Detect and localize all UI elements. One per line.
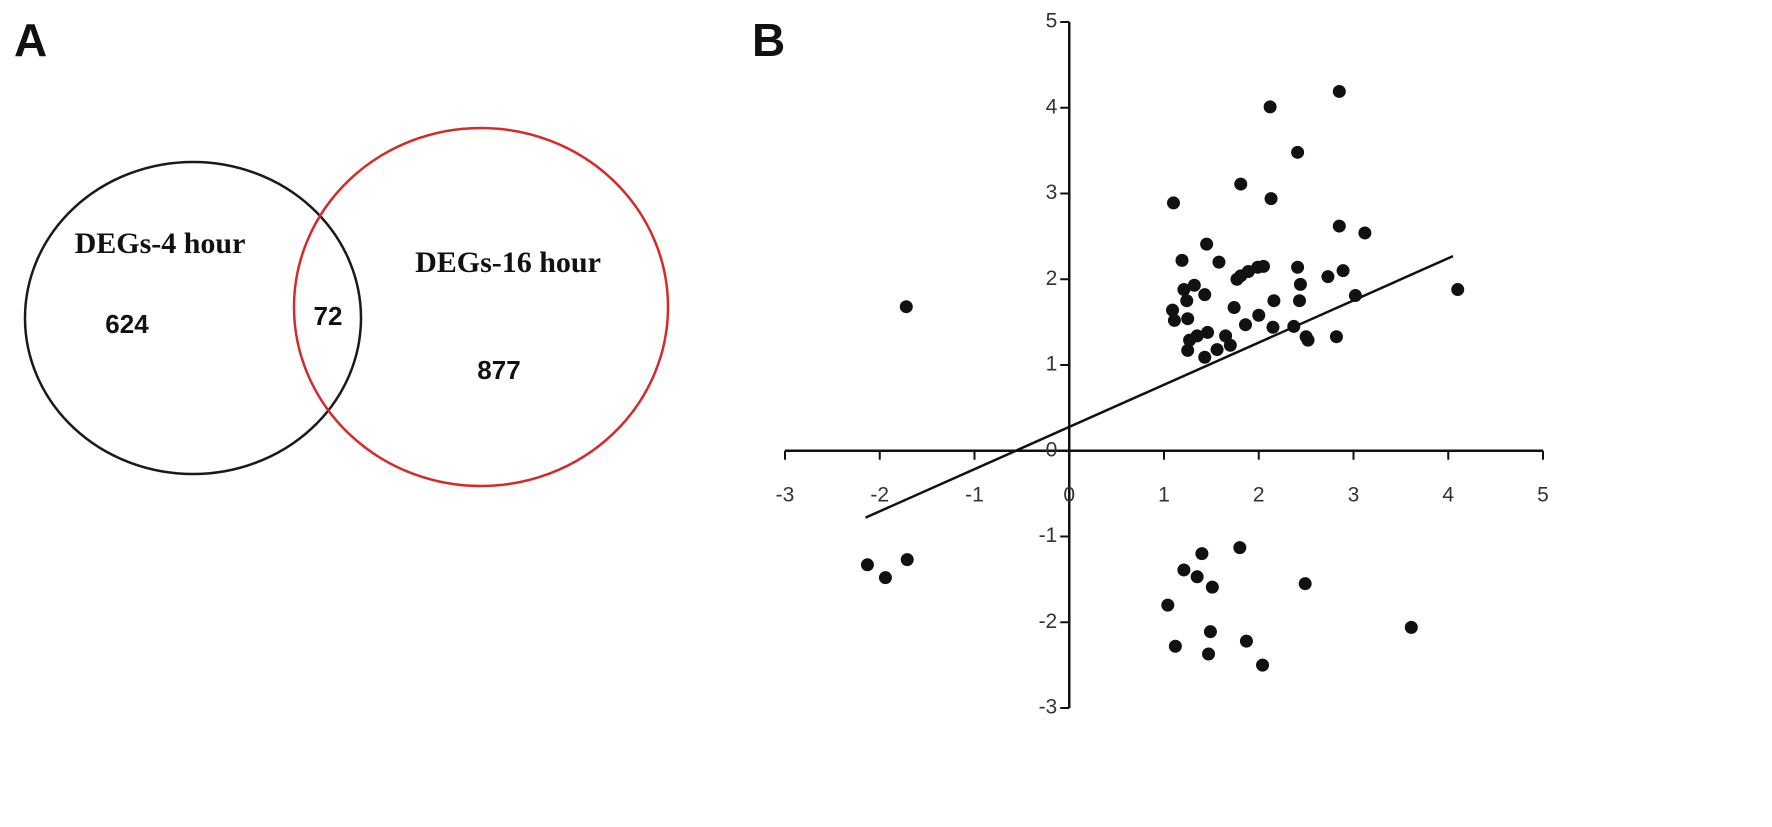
point — [1210, 343, 1224, 357]
point — [1198, 350, 1212, 364]
point — [1212, 255, 1226, 269]
trend-line — [865, 254, 1454, 519]
set-circle — [292, 126, 670, 488]
panel-label: B — [752, 14, 785, 66]
point — [1238, 318, 1252, 332]
x-tick-label: 1 — [1158, 483, 1170, 506]
point — [1161, 598, 1175, 612]
y-tick-label: -1 — [1039, 524, 1058, 547]
set-label: DEGs-4 hour — [75, 227, 246, 260]
point — [1200, 237, 1214, 251]
region-count: 624 — [105, 309, 149, 339]
point — [1263, 100, 1277, 114]
point — [1227, 301, 1241, 315]
point — [1198, 288, 1212, 302]
point — [1451, 283, 1465, 297]
point — [1332, 219, 1346, 233]
point — [1336, 264, 1350, 278]
point — [1291, 260, 1305, 274]
point — [1175, 253, 1189, 267]
y-tick-label: 3 — [1046, 181, 1058, 204]
x-tick-label: 3 — [1348, 483, 1360, 506]
region-count: 877 — [477, 355, 520, 385]
y-tick-label: -3 — [1039, 696, 1058, 719]
point — [1267, 294, 1281, 308]
point — [1329, 330, 1343, 344]
set-circle — [23, 160, 363, 476]
x-tick-label: 0 — [1063, 483, 1075, 506]
point — [1239, 634, 1253, 648]
point — [1195, 547, 1209, 561]
point — [1264, 192, 1278, 206]
point — [1233, 541, 1247, 555]
point — [1256, 658, 1270, 672]
set-label: DEGs-16 hour — [415, 246, 601, 279]
x-tick-label: -3 — [776, 483, 795, 506]
y-tick-label: 4 — [1046, 95, 1058, 118]
point — [1404, 620, 1418, 634]
point — [1167, 313, 1181, 327]
point — [1187, 278, 1201, 292]
point — [1291, 145, 1305, 159]
point — [1299, 330, 1313, 344]
point — [1256, 259, 1270, 273]
point — [1168, 639, 1182, 653]
point — [1266, 320, 1280, 334]
point — [860, 558, 874, 572]
point — [878, 571, 892, 585]
y-tick-label: 1 — [1046, 353, 1058, 376]
point — [1348, 289, 1362, 303]
y-tick-label: 2 — [1046, 267, 1058, 290]
point — [1190, 570, 1204, 584]
point — [1298, 577, 1312, 591]
point — [1190, 329, 1204, 343]
panel-label: A — [14, 14, 47, 66]
x-tick-label: 4 — [1442, 483, 1454, 506]
point — [1203, 625, 1217, 639]
point — [1321, 270, 1335, 284]
x-tick-label: -1 — [965, 483, 984, 506]
point — [1177, 283, 1191, 297]
point — [1180, 294, 1194, 308]
point — [1177, 563, 1191, 577]
point — [1201, 325, 1215, 339]
point — [1287, 319, 1301, 333]
y-tick-label: 0 — [1046, 438, 1058, 461]
point — [1202, 647, 1216, 661]
point — [900, 553, 914, 567]
point — [1166, 196, 1180, 210]
point — [1292, 294, 1306, 308]
x-tick-label: -2 — [870, 483, 889, 506]
y-tick-label: -2 — [1039, 610, 1058, 633]
point — [1234, 177, 1248, 191]
point — [1358, 226, 1372, 240]
point — [1181, 312, 1195, 326]
y-tick-label: 5 — [1046, 10, 1058, 33]
point — [1332, 84, 1346, 98]
point — [1166, 303, 1180, 317]
point — [1252, 308, 1266, 322]
point — [1223, 338, 1237, 352]
point — [1293, 277, 1307, 291]
region-count: 72 — [314, 301, 343, 331]
point — [899, 300, 913, 314]
point — [1205, 580, 1219, 594]
x-tick-label: 2 — [1253, 483, 1265, 506]
point — [1181, 343, 1195, 357]
x-tick-label: 5 — [1537, 483, 1549, 506]
